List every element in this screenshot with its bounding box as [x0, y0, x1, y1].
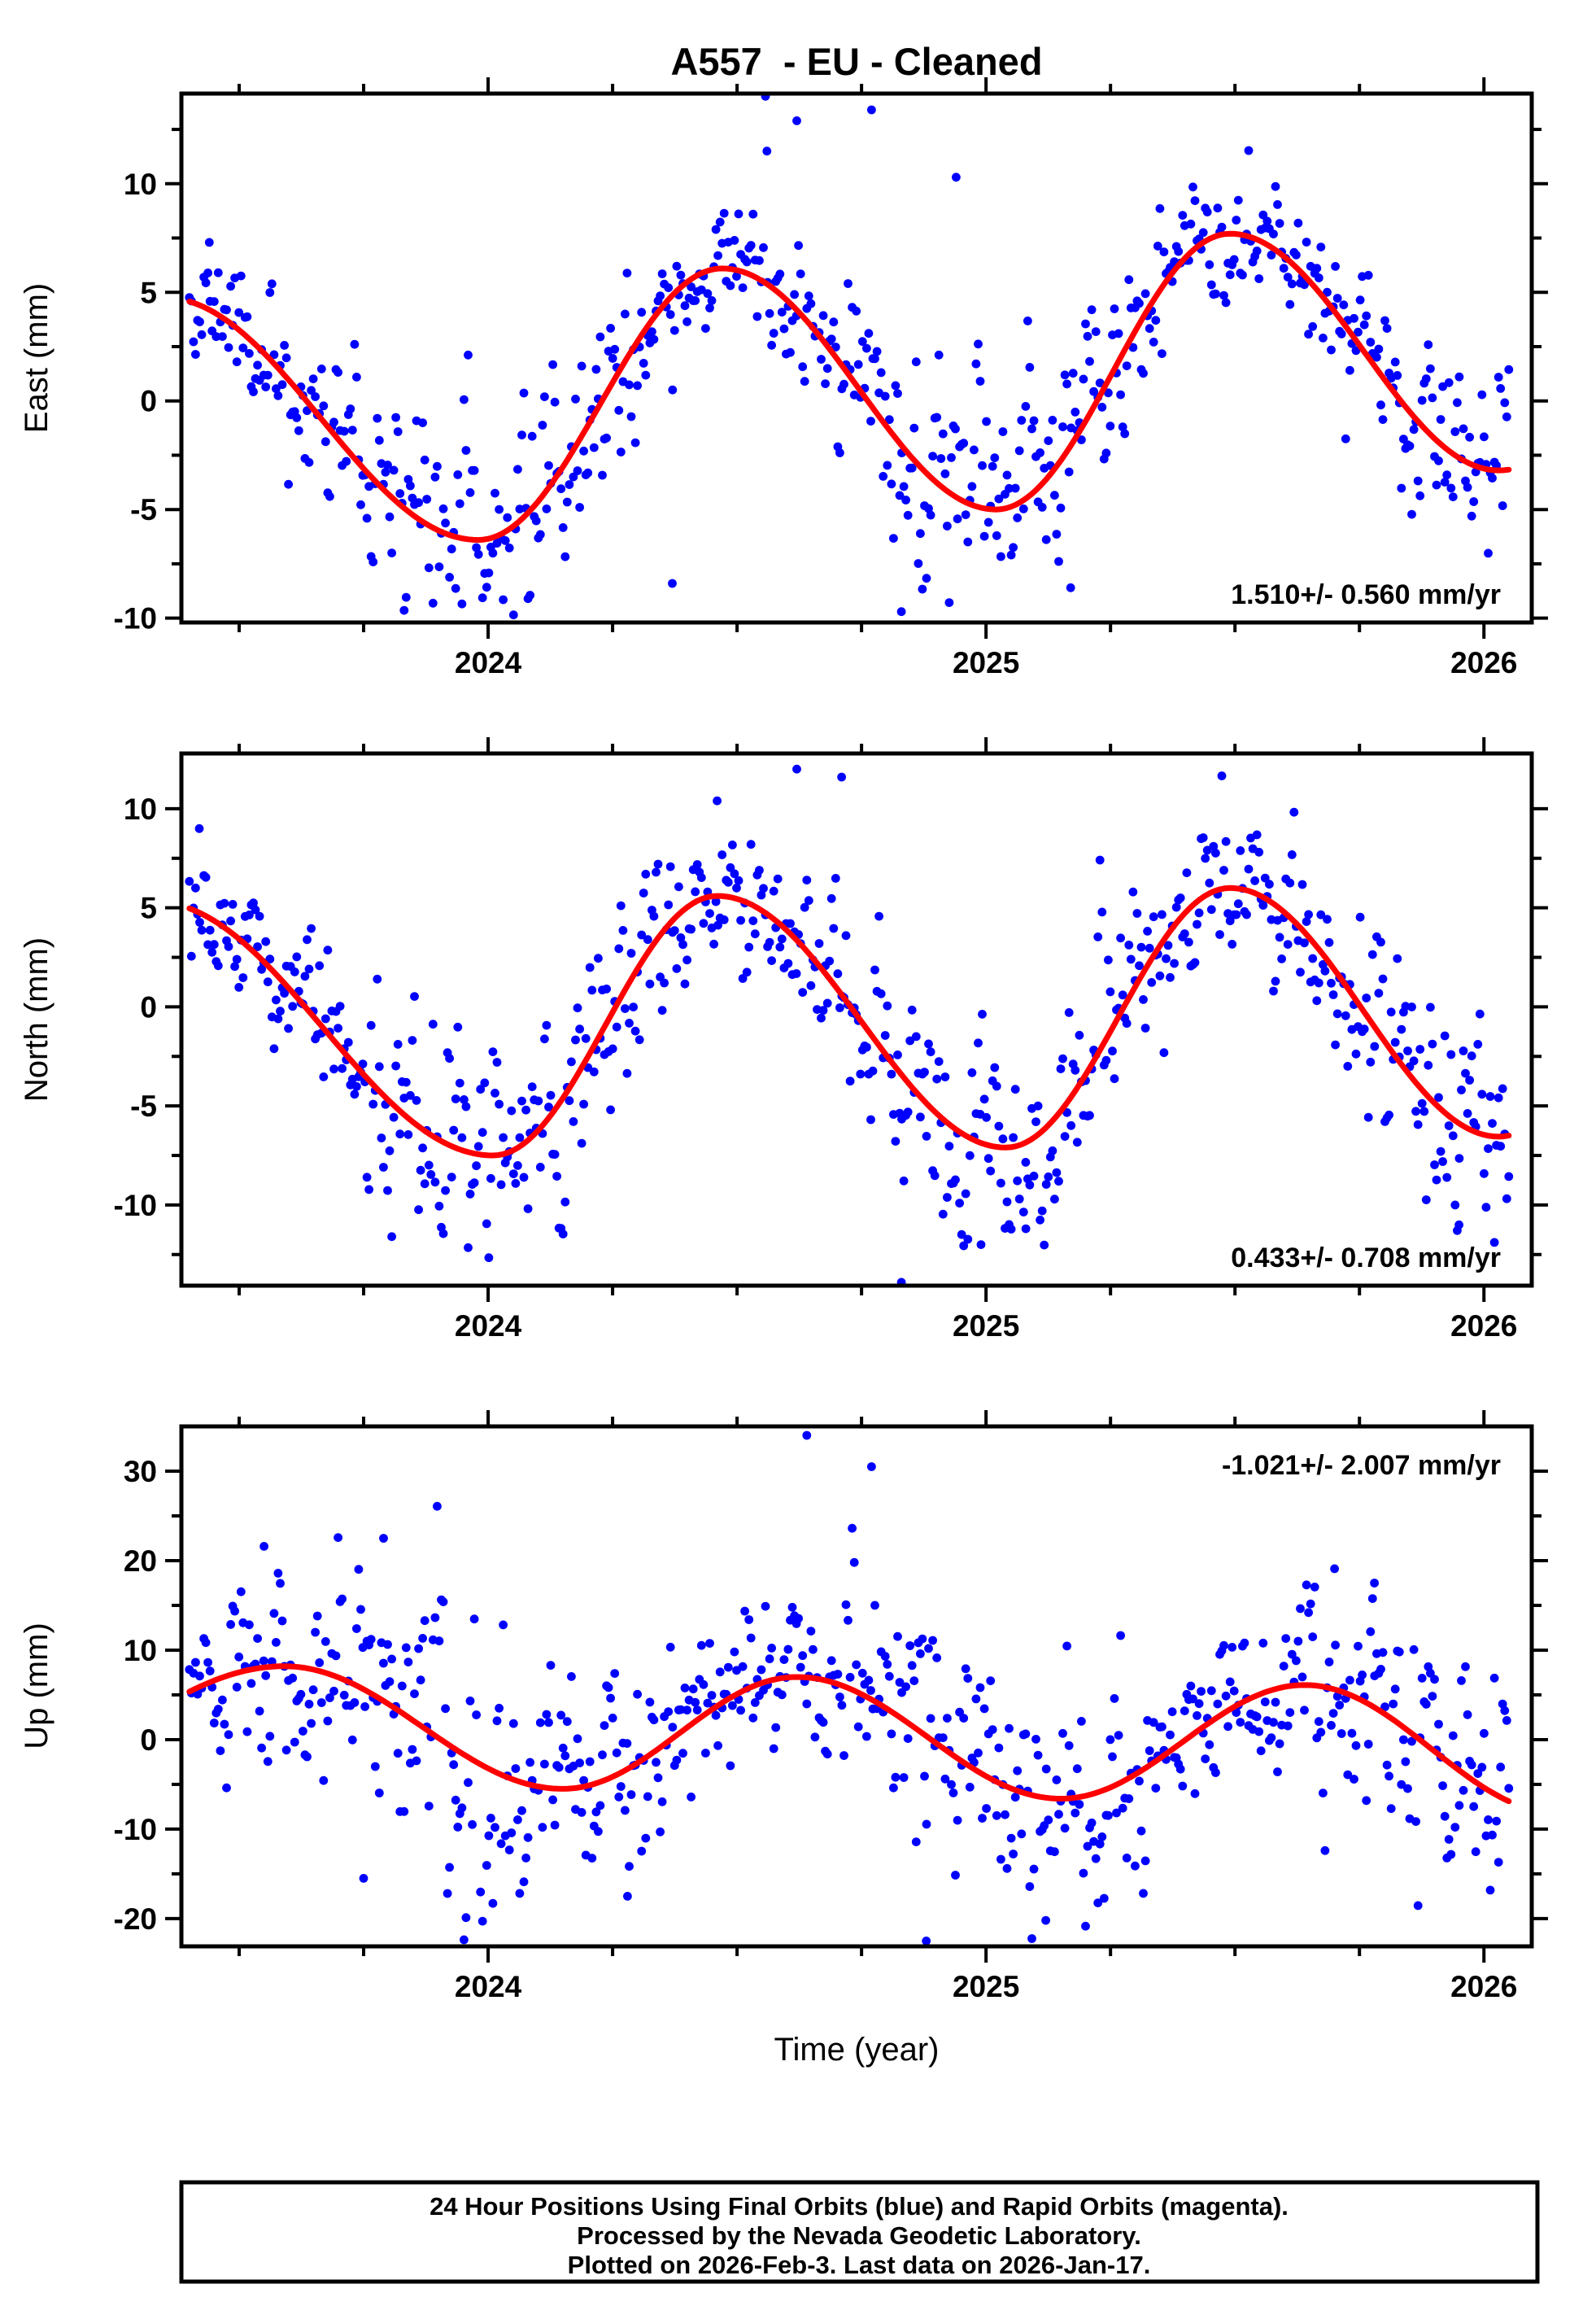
y-tick-label: 30: [124, 1455, 157, 1488]
y-tick-label: -10: [114, 1813, 157, 1846]
east-axis-title: East (mm): [19, 283, 55, 433]
y-tick-label: 5: [140, 892, 157, 925]
y-tick-labels: -20 -10 0 10 20 30: [114, 1455, 157, 1936]
east-rate-annotation: 1.510+/- 0.560 mm/yr: [1231, 579, 1501, 610]
y-tick-label: -5: [130, 1090, 157, 1123]
y-tick-labels: -10 -5 0 5 10: [114, 168, 157, 635]
chart-title: A557 - EU - Cleaned: [670, 40, 1042, 83]
caption-line-1: 24 Hour Positions Using Final Orbits (bl…: [430, 2192, 1289, 2221]
up-rate-annotation: -1.021+/- 2.007 mm/yr: [1222, 1450, 1501, 1481]
y-tick-label: 10: [124, 1634, 157, 1667]
x-tick-label: 2024: [455, 1970, 522, 2003]
y-tick-label: -20: [114, 1902, 157, 1936]
y-tick-label: 20: [124, 1544, 157, 1578]
x-tick-label: 2026: [1450, 646, 1517, 679]
x-tick-label: 2026: [1450, 1970, 1517, 2003]
panel-frame: [179, 1424, 1534, 1949]
north-rate-annotation: 0.433+/- 0.708 mm/yr: [1231, 1243, 1501, 1273]
y-tick-label: 0: [140, 990, 157, 1024]
x-tick-label: 2025: [953, 1309, 1019, 1343]
y-tick-label: -5: [130, 493, 157, 526]
north-axis-title: North (mm): [19, 937, 55, 1102]
caption-box: 24 Hour Positions Using Final Orbits (bl…: [179, 2180, 1540, 2284]
caption-line-2: Processed by the Nevada Geodetic Laborat…: [577, 2221, 1141, 2250]
north-panel: -10 -5 0 5 10 2024 2025 2026: [114, 737, 1548, 1343]
y-tick-label: 0: [140, 385, 157, 418]
x-tick-label: 2026: [1450, 1309, 1517, 1343]
x-axis-title: Time (year): [774, 2032, 940, 2068]
y-tick-label: 10: [124, 168, 157, 201]
x-tick-label: 2024: [455, 646, 522, 679]
y-tick-label: -10: [114, 1189, 157, 1222]
y-tick-label: -10: [114, 602, 157, 635]
panel-frame: [179, 91, 1534, 625]
east-panel: -10 -5 0 5 10 2024 2025 2026: [114, 77, 1548, 679]
fit-line: [186, 884, 1512, 1159]
scatter-points: [185, 1430, 1514, 1946]
x-tick-labels: 2024 2025 2026: [455, 1970, 1518, 2003]
caption-line-3: Plotted on 2026-Feb-3. Last data on 2026…: [568, 2251, 1151, 2279]
y-tick-label: 0: [140, 1723, 157, 1757]
x-tick-labels: 2024 2025 2026: [455, 1309, 1518, 1343]
up-axis-title: Up (mm): [19, 1622, 55, 1749]
caption-border: [179, 2180, 1540, 2284]
x-tick-label: 2024: [455, 1309, 522, 1343]
y-tick-label: 10: [124, 793, 157, 826]
scatter-points: [185, 764, 1514, 1286]
fit-line: [186, 1663, 1512, 1805]
fit-line: [186, 230, 1512, 544]
panel-frame: [179, 751, 1534, 1288]
up-panel: -20 -10 0 10 20 30 2024 2025 2026: [114, 1410, 1548, 2003]
x-tick-label: 2025: [953, 646, 1019, 679]
y-tick-labels: -10 -5 0 5 10: [114, 793, 157, 1222]
x-tick-labels: 2024 2025 2026: [455, 646, 1518, 679]
y-tick-label: 5: [140, 276, 157, 309]
x-tick-label: 2025: [953, 1970, 1019, 2003]
